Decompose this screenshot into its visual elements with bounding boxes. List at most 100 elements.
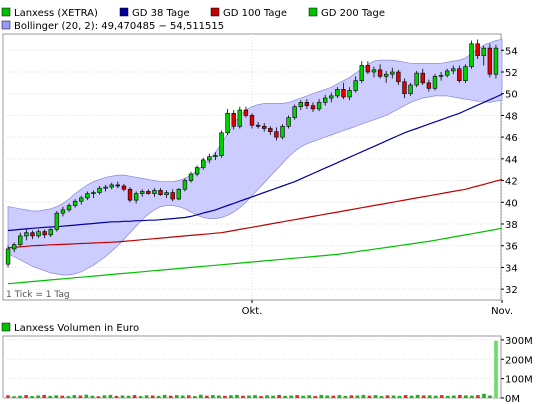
candle-body: [182, 180, 188, 190]
volume-chart: 0M 100M 200M 300M: [2, 335, 533, 404]
candle-body: [11, 244, 17, 250]
volume-bar: [379, 396, 384, 398]
volume-bar: [385, 395, 390, 398]
volume-bar: [415, 394, 420, 398]
volume-bar: [90, 395, 95, 398]
candle: [140, 189, 145, 197]
price-ytick-label: 34: [505, 263, 518, 274]
candle: [396, 69, 401, 86]
candle: [475, 39, 480, 59]
volume-ytick-label: 300M: [505, 336, 533, 347]
candle-body: [48, 229, 53, 236]
candle: [420, 68, 425, 86]
candle-body: [85, 193, 90, 199]
volume-bar: [156, 395, 161, 398]
candle-body: [213, 155, 218, 157]
volume-bar: [349, 395, 354, 398]
candle: [54, 210, 60, 232]
candle: [176, 188, 182, 201]
volume-bar: [265, 395, 269, 398]
volume-bar: [102, 395, 107, 398]
legend-swatch-lanxess: [1, 7, 11, 17]
candle: [310, 102, 316, 113]
volume-bar: [120, 395, 125, 398]
gd100-line: [7, 178, 503, 249]
legend-item-lanxess: Lanxess (XETRA): [1, 7, 98, 19]
candle: [249, 113, 255, 129]
legend-swatch-gd38: [119, 7, 129, 17]
candle-body: [377, 69, 383, 77]
candle: [463, 64, 468, 83]
candle-body: [274, 131, 279, 138]
candle-body: [103, 186, 108, 189]
volume-ytick-label: 0M: [505, 394, 520, 404]
volume-bar: [36, 395, 40, 398]
legend-item-gd200: GD 200 Tage: [308, 7, 385, 19]
volume-bar: [108, 394, 113, 398]
volume-bar: [168, 395, 173, 398]
candle: [201, 157, 206, 170]
candle-body: [42, 231, 47, 236]
candle: [207, 153, 212, 164]
candle-body: [383, 73, 389, 77]
candle-body: [18, 235, 23, 245]
candle-body: [140, 191, 145, 194]
tick-note: 1 Tick = 1 Tag: [6, 290, 70, 300]
volume-bar: [277, 394, 281, 398]
candle: [18, 232, 23, 247]
legend-item-gd100: GD 100 Tage: [210, 7, 287, 19]
candle-body: [316, 102, 322, 110]
volume-bar: [48, 395, 52, 398]
legend-swatch-gd200: [308, 7, 318, 17]
volume-bar: [174, 395, 179, 398]
candle-body: [231, 112, 236, 127]
candle-body: [438, 74, 444, 77]
candle: [347, 87, 352, 101]
candle-body: [408, 84, 413, 95]
candle: [493, 44, 499, 79]
candle-body: [426, 82, 432, 89]
volume-bar: [325, 395, 330, 398]
candle: [341, 82, 346, 100]
candle: [292, 104, 297, 120]
candle-body: [249, 115, 255, 126]
candle: [262, 123, 267, 132]
candle-body: [91, 192, 96, 194]
volume-bar: [229, 395, 233, 398]
legend-swatch-gd100: [210, 7, 220, 17]
candle-body: [188, 173, 194, 181]
candle: [170, 189, 175, 202]
main-legend: Lanxess (XETRA) GD 38 Tage GD 100 Tage G…: [1, 7, 385, 32]
volume-bar: [271, 395, 275, 398]
price-y-axis: 32 34 36 38 40 42 44 46 48 50 52 54: [501, 46, 518, 296]
candle: [365, 61, 371, 75]
candle: [225, 108, 230, 135]
price-xtick-label: Okt.: [242, 306, 263, 317]
volume-bar: [247, 395, 251, 398]
candle: [152, 188, 157, 197]
volume-bar: [301, 395, 306, 398]
candle: [390, 67, 395, 79]
volume-bar: [162, 394, 167, 398]
volume-bar: [6, 395, 10, 398]
volume-bar: [464, 395, 468, 398]
candle: [164, 190, 169, 198]
volume-bar: [337, 395, 342, 398]
volume-bar: [313, 396, 318, 398]
price-ytick-label: 32: [505, 285, 518, 296]
volume-bar: [307, 395, 312, 398]
candle: [426, 79, 432, 92]
candle: [121, 183, 127, 192]
legend-label-gd38: GD 38 Tage: [132, 8, 190, 19]
candle-body: [298, 102, 303, 108]
candle-body: [121, 185, 127, 190]
candle: [329, 92, 334, 103]
candle-body: [359, 65, 364, 81]
volume-bar: [427, 395, 432, 398]
price-ytick-label: 44: [505, 155, 518, 166]
volume-bar: [138, 396, 143, 398]
candle-body: [414, 72, 419, 86]
volume-bar: [24, 395, 28, 398]
volume-bar: [186, 395, 191, 398]
